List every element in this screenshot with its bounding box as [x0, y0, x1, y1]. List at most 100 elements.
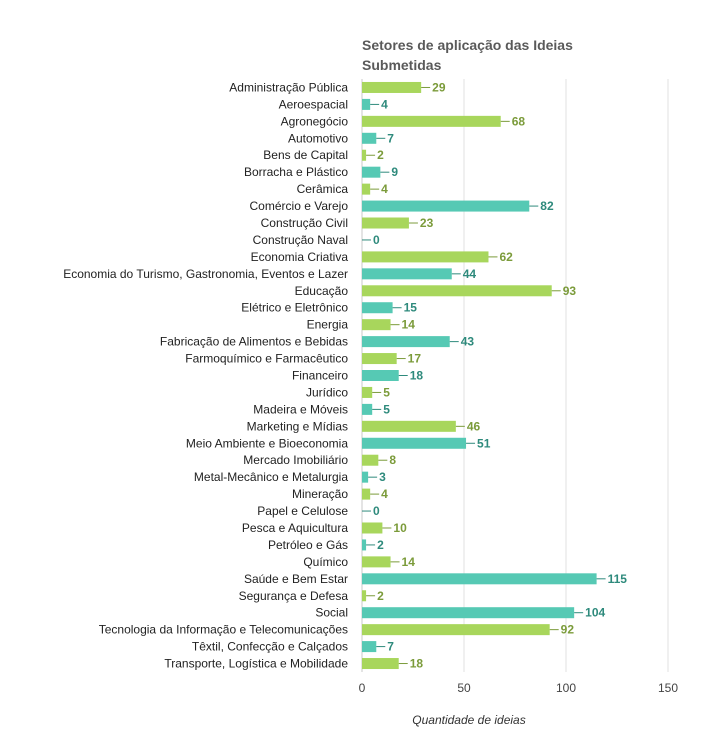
value-label: 82	[540, 199, 554, 213]
value-label: 51	[477, 436, 491, 450]
value-label: 18	[410, 369, 424, 383]
category-label: Metal-Mecânico e Metalurgia	[194, 470, 348, 484]
category-label: Bens de Capital	[263, 148, 348, 162]
value-label: 0	[373, 233, 380, 247]
category-label: Madeira e Móveis	[253, 402, 348, 416]
bar	[362, 454, 379, 466]
value-labels: 2946872948223062449315144317185546518340…	[362, 80, 628, 671]
value-label: 17	[408, 352, 422, 366]
bar	[362, 437, 467, 449]
x-axis-label: Quantidade de ideias	[412, 713, 525, 727]
bar	[362, 166, 381, 178]
bar	[362, 488, 371, 500]
category-label: Construção Naval	[253, 233, 348, 247]
bar	[362, 370, 399, 381]
category-label: Meio Ambiente e Bioeconomia	[186, 436, 348, 450]
value-label: 68	[512, 114, 526, 128]
bar	[362, 353, 397, 365]
bar	[362, 149, 367, 161]
value-label: 5	[383, 385, 390, 399]
bar	[362, 336, 450, 348]
category-label: Têxtil, Confecção e Calçados	[192, 640, 348, 654]
bar	[362, 420, 456, 432]
category-label: Segurança e Defesa	[239, 589, 349, 603]
category-label: Mercado Imobiliário	[243, 453, 348, 467]
value-label: 2	[377, 538, 384, 552]
value-label: 0	[373, 504, 380, 518]
category-label: Comércio e Varejo	[250, 199, 349, 213]
x-axis-ticks: 0 50 100 150	[359, 681, 679, 695]
category-label: Petróleo e Gás	[268, 538, 348, 552]
value-label: 104	[585, 606, 605, 620]
bar	[362, 471, 369, 483]
bar	[362, 641, 377, 653]
bar	[362, 573, 597, 585]
category-label: Transporte, Logística e Mobilidade	[164, 657, 348, 671]
value-label: 14	[402, 318, 416, 332]
value-label: 115	[608, 572, 628, 586]
bar	[362, 251, 489, 263]
x-tick-label: 100	[556, 681, 576, 695]
value-label: 15	[404, 301, 418, 315]
x-tick-label: 150	[658, 681, 678, 695]
category-label: Administração Pública	[229, 80, 348, 94]
bar	[362, 115, 501, 127]
value-label: 29	[432, 80, 446, 94]
bar	[362, 98, 371, 110]
category-label: Educação	[295, 284, 349, 298]
value-label: 7	[387, 640, 394, 654]
value-label: 23	[420, 216, 434, 230]
category-label: Financeiro	[292, 369, 348, 383]
bar	[362, 81, 422, 93]
value-label: 18	[410, 657, 424, 671]
category-label: Farmoquímico e Farmacêutico	[185, 352, 348, 366]
value-label: 3	[379, 470, 386, 484]
bar	[362, 285, 552, 297]
value-label: 9	[391, 165, 398, 179]
category-label: Jurídico	[306, 385, 348, 399]
value-label: 2	[377, 148, 384, 162]
bar	[362, 319, 391, 331]
category-label: Fabricação de Alimentos e Bebidas	[160, 335, 348, 349]
category-label: Marketing e Mídias	[247, 419, 348, 433]
category-label: Automotivo	[288, 131, 348, 145]
value-label: 92	[561, 623, 575, 637]
bar	[362, 268, 452, 280]
category-label: Economia Criativa	[251, 250, 349, 264]
category-label: Cerâmica	[297, 182, 349, 196]
bar	[362, 132, 377, 144]
bar	[362, 539, 367, 551]
value-label: 46	[467, 419, 481, 433]
category-label: Energia	[307, 318, 349, 332]
value-label: 14	[402, 555, 416, 569]
category-label: Tecnologia da Informação e Telecomunicaç…	[99, 623, 348, 637]
value-label: 4	[381, 487, 388, 501]
value-label: 2	[377, 589, 384, 603]
bar	[362, 607, 575, 619]
bar	[362, 183, 371, 195]
bar	[362, 403, 373, 415]
bar	[362, 200, 530, 212]
bar	[362, 217, 409, 229]
category-label: Aeroespacial	[279, 97, 348, 111]
category-label: Elétrico e Eletrônico	[241, 301, 348, 315]
bar	[362, 386, 373, 398]
category-label: Mineração	[292, 487, 348, 501]
category-label: Borracha e Plástico	[244, 165, 348, 179]
bar	[362, 590, 367, 602]
category-label: Saúde e Bem Estar	[244, 572, 348, 586]
category-label: Pesca e Aquicultura	[242, 521, 348, 535]
category-label: Agronegócio	[281, 114, 349, 128]
value-label: 7	[387, 131, 394, 145]
value-label: 4	[381, 182, 388, 196]
category-label: Economia do Turismo, Gastronomia, Evento…	[63, 267, 348, 281]
value-label: 4	[381, 97, 388, 111]
chart-title-line-2: Submetidas	[362, 57, 442, 73]
bar	[362, 624, 550, 636]
value-label: 43	[461, 335, 475, 349]
bar	[362, 522, 383, 534]
value-label: 62	[499, 250, 513, 264]
bar	[362, 302, 393, 314]
category-label: Social	[315, 606, 348, 620]
x-tick-label: 0	[359, 681, 366, 695]
